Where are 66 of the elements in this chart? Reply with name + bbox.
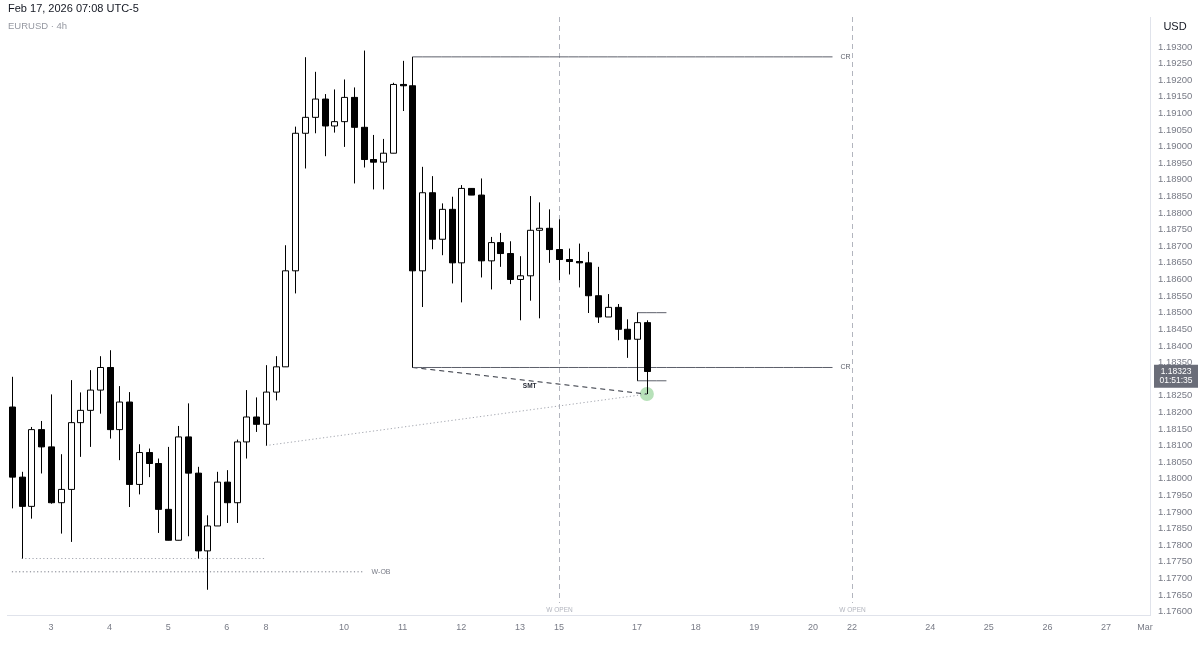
y-tick-label: 1.18850	[1158, 190, 1193, 202]
y-tick-label: 1.18100	[1158, 439, 1193, 451]
y-tick-label: 1.17850	[1158, 522, 1193, 534]
y-tick-label: 1.18050	[1158, 455, 1193, 467]
y-tick-label: 1.18650	[1158, 256, 1193, 268]
y-tick-label: 1.18600	[1158, 273, 1193, 285]
x-tick-label: 3	[48, 621, 54, 632]
candlestick	[517, 255, 524, 321]
x-tick-label: 19	[749, 621, 760, 632]
y-tick-label: 1.18400	[1158, 339, 1193, 351]
x-tick-label: 20	[807, 621, 818, 632]
x-tick-label: 17	[632, 621, 643, 632]
y-tick-label: 1.18950	[1158, 156, 1193, 168]
text: 01:51:35	[1159, 375, 1193, 386]
x-tick-label: 25	[983, 621, 994, 632]
x-tick-label: 4	[107, 621, 113, 632]
y-tick-label: 1.18250	[1158, 389, 1193, 401]
y-tick-label: 1.19150	[1158, 90, 1193, 102]
chart-subtitle: EURUSD · 4h	[8, 20, 68, 32]
y-tick-label: 1.19250	[1158, 57, 1193, 69]
y-tick-label: 1.18000	[1158, 472, 1193, 484]
y-tick-label: 1.18700	[1158, 239, 1193, 251]
y-tick-label: 1.19000	[1158, 140, 1193, 152]
y-tick-label: 1.17700	[1158, 572, 1193, 584]
y-tick-label: 1.17950	[1158, 489, 1193, 501]
chart-title: Feb 17, 2026 07:08 UTC-5	[8, 2, 139, 15]
y-tick-label: 1.17800	[1158, 538, 1193, 550]
y-tick-label: 1.18150	[1158, 422, 1193, 434]
y-tick-label: 1.18900	[1158, 173, 1193, 185]
y-tick-label: 1.18350	[1158, 356, 1193, 368]
y-tick-label: 1.17600	[1158, 605, 1193, 617]
x-tick-label: 6	[224, 621, 230, 632]
candlestick	[97, 355, 104, 415]
x-tick-label: 22	[847, 621, 858, 632]
x-tick-label: 18	[690, 621, 701, 632]
y-tick-label: 1.18750	[1158, 223, 1193, 235]
text: 1.18323	[1160, 365, 1192, 376]
y-tick-label: 1.18450	[1158, 322, 1193, 334]
y-tick-label: 1.19300	[1158, 40, 1193, 52]
y-tick-label: 1.18550	[1158, 289, 1193, 301]
y-tick-label: 1.17750	[1158, 555, 1193, 567]
y-tick-label: 1.19200	[1158, 73, 1193, 85]
x-tick-label: 26	[1042, 621, 1053, 632]
x-tick-label: Mar	[1137, 621, 1153, 632]
y-tick-label: 1.18800	[1158, 206, 1193, 218]
candlestick	[370, 134, 377, 190]
x-tick-label: 5	[165, 621, 171, 632]
x-tick-label: 13	[514, 621, 525, 632]
candlestick	[634, 312, 641, 382]
y-tick-label: 1.17900	[1158, 505, 1193, 517]
x-tick-label: 12	[456, 621, 467, 632]
y-tick-label: 1.18200	[1158, 405, 1193, 417]
candlestick	[566, 248, 573, 275]
candlestick	[146, 448, 153, 478]
x-tick-label: 15	[553, 621, 564, 632]
y-tick-label: 1.19050	[1158, 123, 1193, 135]
x-tick-label: 11	[397, 621, 408, 632]
x-tick-label: 27	[1101, 621, 1112, 632]
x-tick-label: 24	[925, 621, 936, 632]
x-tick-label: 10	[339, 621, 350, 632]
y-tick-label: 1.17650	[1158, 588, 1193, 600]
y-tick-label: 1.19100	[1158, 106, 1193, 118]
x-tick-label: 8	[263, 621, 269, 632]
candlestick	[556, 218, 563, 281]
y-tick-label: 1.18500	[1158, 306, 1193, 318]
y-axis-title: USD	[1158, 18, 1192, 34]
